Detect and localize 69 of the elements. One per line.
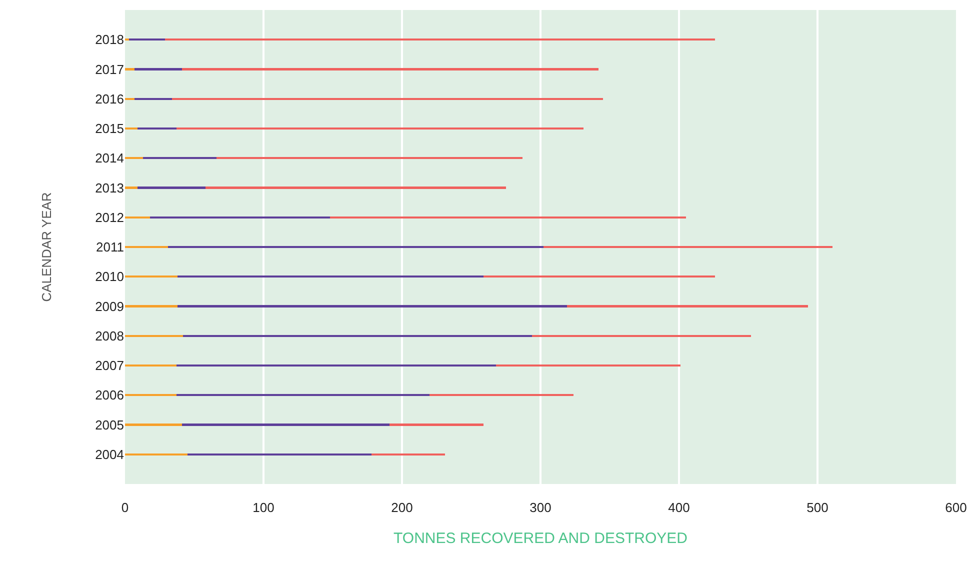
bar: [496, 364, 680, 367]
y-tick-label: 2015: [95, 121, 124, 136]
y-tick-label: 2005: [95, 417, 124, 432]
y-tick-label: 2018: [95, 32, 124, 48]
y-tick-label: 2013: [95, 180, 124, 196]
bar: [125, 364, 176, 367]
bar: [176, 364, 496, 367]
bar: [125, 186, 138, 189]
bar: [543, 246, 833, 248]
bar: [137, 127, 176, 130]
bar: [178, 276, 484, 278]
bar: [187, 453, 372, 456]
bar: [143, 157, 216, 160]
y-tick-label: 2017: [95, 62, 124, 77]
bar: [182, 68, 599, 70]
bar: [125, 68, 135, 70]
x-axis-title: TONNES RECOVERED AND DESTROYED: [394, 530, 688, 547]
bar: [125, 453, 188, 456]
x-tick-label: 0: [121, 500, 129, 515]
bar: [176, 394, 430, 396]
bar: [125, 334, 184, 337]
bar: [150, 216, 330, 218]
x-tick-label: 200: [391, 500, 413, 515]
y-tick-label: 2004: [95, 446, 124, 462]
x-tick-label: 600: [945, 500, 967, 515]
bar: [532, 334, 752, 337]
x-tick-label: 500: [806, 500, 828, 515]
y-tick-label: 2014: [95, 150, 124, 166]
bar: [178, 305, 567, 308]
x-tick-label: 300: [530, 500, 552, 515]
y-axis-title: CALENDAR YEAR: [39, 192, 54, 302]
bar: [484, 276, 716, 278]
bar: [566, 305, 808, 308]
bar: [216, 157, 522, 160]
bar: [125, 157, 144, 160]
bar: [172, 98, 603, 100]
bar: [125, 38, 130, 41]
x-tick-label: 100: [252, 500, 274, 515]
bar: [330, 216, 686, 218]
bar: [125, 394, 176, 396]
bar: [125, 424, 182, 426]
bar: [125, 276, 178, 278]
y-tick-label: 2011: [96, 240, 124, 255]
bar: [372, 453, 445, 456]
bar: [182, 424, 390, 426]
y-tick-label: 2012: [95, 210, 124, 225]
bar: [176, 127, 584, 130]
bar: [125, 246, 168, 248]
y-tick-label: 2009: [95, 298, 124, 314]
x-tick-label: 400: [668, 500, 690, 515]
bar: [129, 38, 166, 41]
bar: [125, 305, 178, 308]
y-tick-label: 2007: [95, 358, 124, 374]
bar: [125, 127, 138, 130]
y-tick-label: 2016: [95, 91, 124, 106]
bar: [168, 246, 544, 248]
bar: [390, 424, 484, 426]
bar: [183, 334, 532, 337]
bar: [430, 394, 574, 396]
bar: [205, 186, 506, 189]
bar: [134, 68, 182, 70]
bar: [137, 186, 206, 189]
bar: [125, 98, 135, 100]
bar: [134, 98, 172, 100]
y-tick-label: 2010: [95, 269, 124, 284]
y-tick-label: 2006: [95, 388, 124, 403]
y-tick-label: 2008: [95, 328, 124, 344]
bar: [125, 216, 150, 218]
bar: [165, 38, 716, 41]
